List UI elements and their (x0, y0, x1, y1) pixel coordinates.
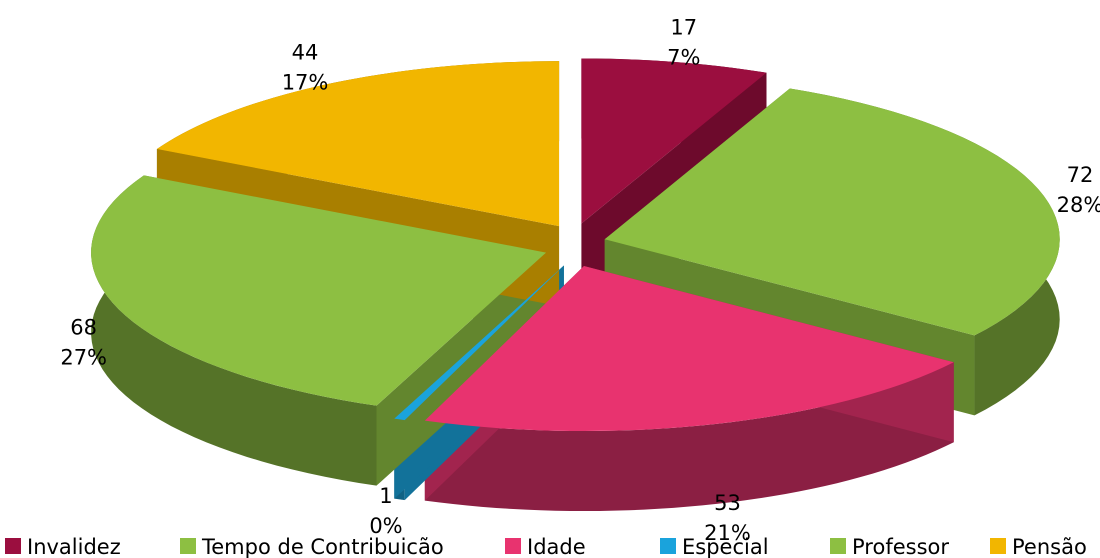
slice (424, 266, 954, 432)
legend-label: Professor (852, 535, 949, 558)
data-label: 72 (1067, 163, 1094, 187)
percent-label: 7% (667, 45, 700, 69)
legend-label: Tempo de Contribuicão (201, 535, 444, 558)
legend-swatch (660, 538, 676, 554)
legend-swatch (830, 538, 846, 554)
legend-label: Idade (527, 535, 586, 558)
slice (581, 58, 767, 224)
percent-label: 28% (1057, 193, 1100, 217)
slice (156, 61, 560, 227)
legend-swatch (5, 538, 21, 554)
labels: 17 7% 72 28% 53 21% 1 0% 68 27% 44 17% (60, 15, 1100, 545)
legend: Invalidez Tempo de Contribuicão Idade Espec… (5, 535, 1087, 558)
slice-side (91, 175, 377, 486)
tops (91, 58, 1060, 432)
slice-side (424, 362, 954, 512)
legend-label: Pensão (1012, 535, 1087, 558)
legend-swatch (505, 538, 521, 554)
data-label: 53 (714, 491, 741, 515)
slice (604, 88, 1060, 336)
data-label: 17 (670, 15, 697, 39)
data-label: 44 (292, 40, 319, 64)
data-label: 1 (379, 484, 392, 508)
percent-label: 17% (282, 70, 329, 94)
legend-swatch (180, 538, 196, 554)
percent-label: 21% (704, 521, 751, 545)
slice (91, 175, 547, 406)
percent-label: 27% (60, 345, 107, 369)
slice (394, 265, 564, 421)
legend-label: Invalidez (27, 535, 121, 558)
percent-label: 0% (369, 514, 402, 538)
data-label: 68 (70, 315, 97, 339)
legend-swatch (990, 538, 1006, 554)
legend-label: Especial (682, 535, 769, 558)
